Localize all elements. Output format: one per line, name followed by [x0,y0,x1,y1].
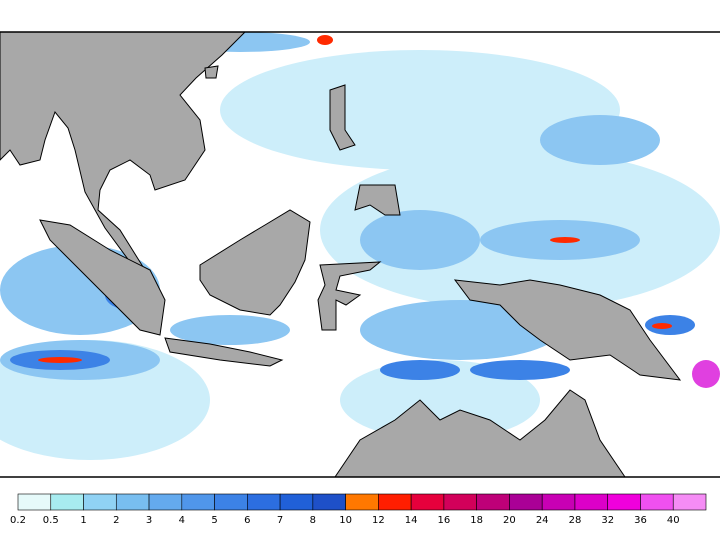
land-sulawesi [317,261,382,331]
colorbar-label: 36 [634,515,647,526]
land-new-guinea [453,279,682,381]
colorbar-swatch [541,493,576,511]
colorbar-label: 14 [405,515,418,526]
colorbar-label: 6 [244,515,250,526]
colorbar-swatch [574,493,609,511]
colorbar-swatch [509,493,543,511]
colorbar-label: 32 [601,515,614,526]
colorbar-swatch [345,493,379,511]
colorbar-label: 28 [569,515,582,526]
colorbar-swatch [115,493,150,511]
colorbar-label: 3 [146,515,152,526]
land-java [164,337,284,367]
colorbar-swatch [214,493,248,511]
colorbar-swatch [410,493,445,511]
colorbar-label: 12 [372,515,385,526]
colorbar-label: 20 [503,515,516,526]
land [0,31,682,478]
colorbar-swatch [181,493,215,511]
colorbar-label: 0.2 [10,515,26,526]
land-borneo [199,209,311,316]
land-luzon [329,84,356,151]
colorbar-label: 1 [80,515,86,526]
colorbar-swatch [17,493,52,511]
colorbar-label: 5 [211,515,217,526]
colorbar-label: 40 [667,515,680,526]
colorbar-label: 4 [179,515,185,526]
land-mainland [0,31,247,272]
colorbar-swatch [83,493,117,511]
colorbar-label: 18 [470,515,483,526]
colorbar-swatch [443,493,477,511]
colorbar-swatch [148,493,183,511]
colorbar-label: 2 [113,515,119,526]
colorbar-label: 0.5 [43,515,59,526]
colorbar-swatch [312,493,346,511]
colorbar: 0.2 0.5 1 2 3 4 5 6 7 8 10 12 14 16 18 20 24 28 32 36 40 [10,493,707,526]
colorbar-label: 24 [536,515,549,526]
colorbar-swatch [476,493,510,511]
precipitation [0,32,720,460]
land-mindanao [354,184,401,216]
colorbar-label: 7 [277,515,283,526]
colorbar-swatch [279,493,314,511]
colorbar-swatch [607,493,641,511]
map [0,31,720,478]
land-australia [334,389,626,478]
colorbar-label: 8 [310,515,316,526]
colorbar-swatch [50,493,84,511]
land-hainan [204,65,219,79]
colorbar-label: 16 [438,515,451,526]
colorbar-swatch [672,493,707,511]
colorbar-label: 10 [339,515,352,526]
land-sumatra [39,219,166,336]
colorbar-swatch [378,493,412,511]
colorbar-swatch [247,493,281,511]
colorbar-swatch [640,493,674,511]
